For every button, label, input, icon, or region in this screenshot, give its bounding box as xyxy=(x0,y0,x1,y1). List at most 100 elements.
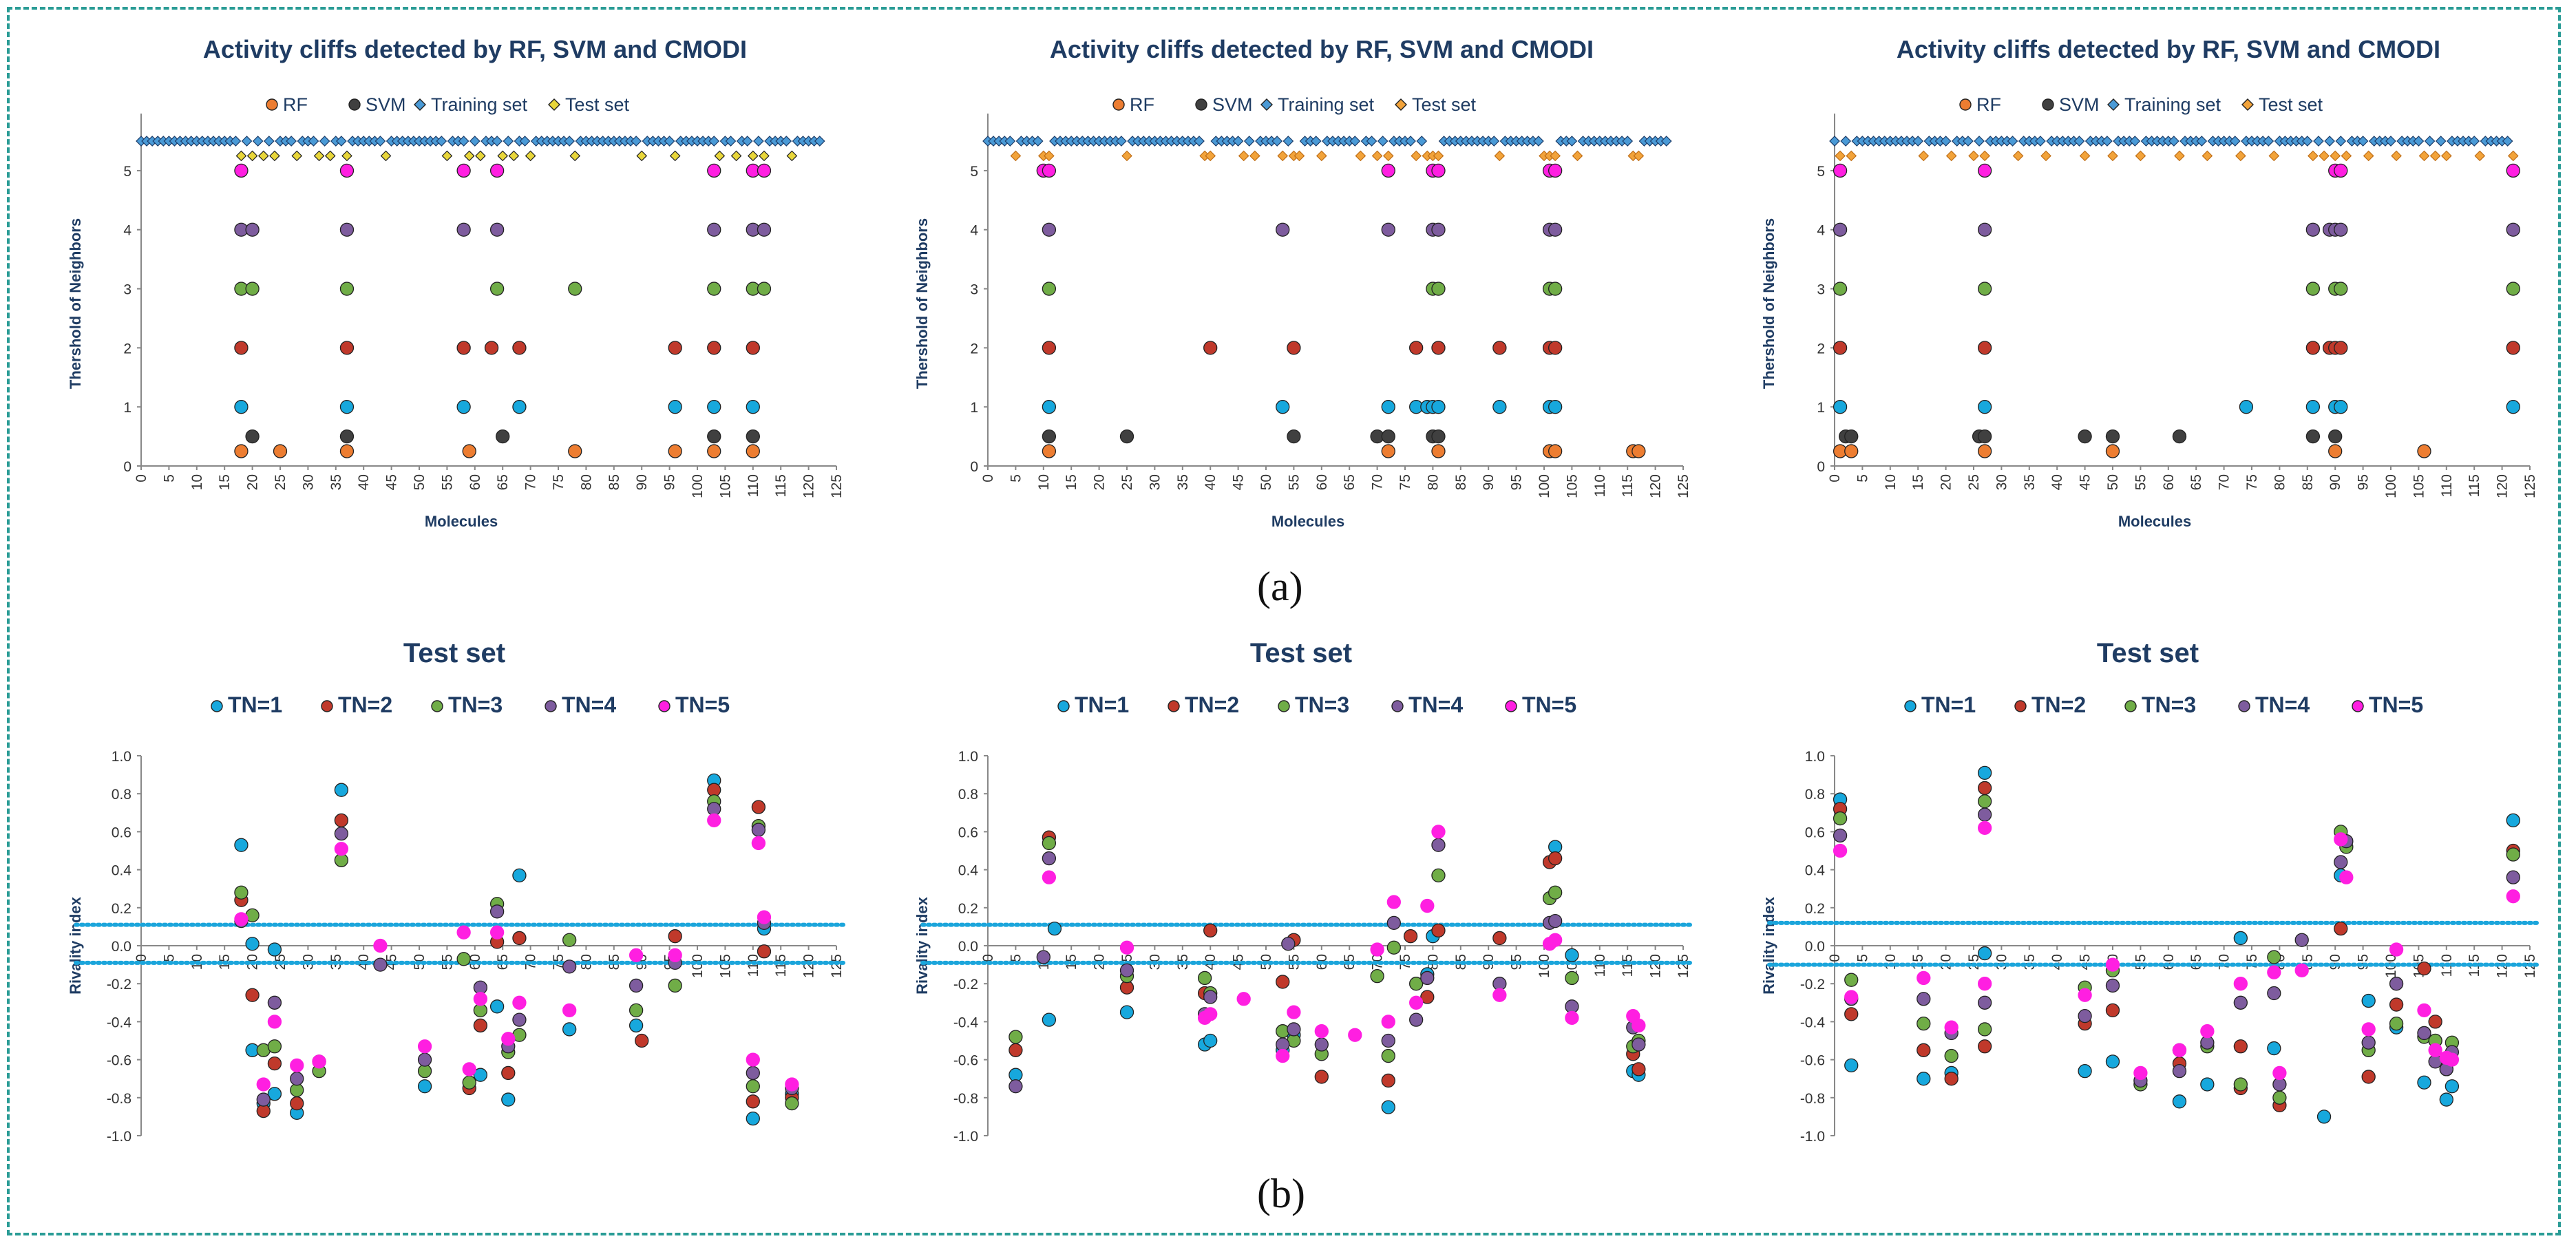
training-set-point xyxy=(2168,136,2179,147)
point-rf xyxy=(1844,444,1859,458)
point-tn-4 xyxy=(1042,222,1057,237)
point-tn-1 xyxy=(417,1079,432,1094)
legend-marker-tn-4 xyxy=(1391,700,1404,712)
point-tn-3 xyxy=(1833,811,1848,826)
y-tick-label: 0 xyxy=(123,459,131,475)
point-tn-1 xyxy=(501,1092,516,1107)
point-svm xyxy=(1381,429,1395,444)
point-tn-5 xyxy=(489,925,505,940)
x-tick-label: 115 xyxy=(773,954,789,977)
y-tick-label: 3 xyxy=(123,282,131,298)
x-tick-label: 95 xyxy=(2356,954,2372,970)
point-tn-4 xyxy=(1409,1012,1424,1027)
y-tick-label: 5 xyxy=(970,164,978,180)
y-axis-label: Thershold of Neighbors xyxy=(1760,218,1777,389)
point-tn-5 xyxy=(1833,843,1848,858)
point-tn-5 xyxy=(1548,163,1563,178)
y-axis-label: Rivality index xyxy=(1760,896,1777,995)
training-set-point xyxy=(781,136,792,147)
point-tn-1 xyxy=(2439,1092,2453,1107)
point-tn-4 xyxy=(1978,807,1992,822)
point-tn-3 xyxy=(234,885,249,900)
x-tick-label: 120 xyxy=(1648,954,1664,978)
test-set-point xyxy=(1294,150,1305,162)
point-tn-1 xyxy=(1203,1033,1218,1048)
chart-title: Activity cliffs detected by RF, SVM and … xyxy=(203,35,747,63)
training-set-point xyxy=(1032,136,1044,147)
training-set-point xyxy=(2263,136,2274,147)
point-svm xyxy=(2105,429,2120,444)
legend-marker-tn-1 xyxy=(1057,700,1070,712)
training-set-point xyxy=(2502,136,2513,147)
legend-marker-tn-4 xyxy=(545,700,557,712)
x-tick-label: 30 xyxy=(1994,474,2009,490)
point-tn-4 xyxy=(256,1092,271,1107)
x-tick-label: 60 xyxy=(467,474,483,490)
point-tn-5 xyxy=(707,813,721,827)
point-tn-2 xyxy=(1978,1039,1992,1054)
point-tn-5 xyxy=(1917,970,1931,986)
point-tn-1 xyxy=(2506,813,2520,827)
y-tick-label: -0.6 xyxy=(1800,1053,1825,1069)
point-tn-1 xyxy=(746,1112,760,1126)
point-rf xyxy=(339,444,355,458)
point-tn-2 xyxy=(512,341,527,355)
point-tn-4 xyxy=(2105,978,2120,993)
legend-label-training-set: Training set xyxy=(2124,94,2221,115)
point-tn-2 xyxy=(1844,1007,1859,1021)
chart-b-right: Test set TN=1 TN=2 TN=3 TN=4 TN=5 -1.0 -0.8 -0.6… xyxy=(1760,638,2539,1145)
point-tn-5 xyxy=(267,1015,282,1029)
point-tn-1 xyxy=(1381,400,1395,414)
legend-marker-test-set xyxy=(548,98,560,111)
point-rf xyxy=(234,444,249,458)
point-tn-3 xyxy=(489,282,505,296)
legend-item-svm: SVM xyxy=(1195,94,1253,115)
training-set-point xyxy=(1940,136,1952,147)
legend-item-tn-5: TN=5 xyxy=(1505,692,1576,717)
y-tick-label: -0.6 xyxy=(107,1053,131,1069)
point-tn-5 xyxy=(2506,889,2520,904)
point-tn-3 xyxy=(1042,836,1057,851)
legend-marker-svm xyxy=(1195,98,1207,111)
y-tick-label: -0.2 xyxy=(1800,977,1825,993)
point-tn-5 xyxy=(2267,965,2281,979)
legend-item-tn-4: TN=4 xyxy=(545,692,616,717)
chart-title: Activity cliffs detected by RF, SVM and … xyxy=(1897,35,2440,63)
x-tick-label: 90 xyxy=(2327,474,2343,490)
test-set-point xyxy=(569,150,581,162)
point-tn-4 xyxy=(489,904,505,919)
point-tn-5 xyxy=(2133,1065,2148,1081)
test-set-point xyxy=(1633,150,1645,162)
point-tn-4 xyxy=(512,1012,527,1027)
point-tn-5 xyxy=(1978,977,1992,991)
legend-item-tn-3: TN=3 xyxy=(2124,692,2196,717)
point-tn-4 xyxy=(1009,1079,1023,1094)
point-tn-4 xyxy=(2233,995,2248,1010)
y-tick-label: 4 xyxy=(1817,223,1825,239)
test-set-point xyxy=(380,150,392,162)
point-tn-3 xyxy=(1978,1022,1992,1037)
legend-item-test-set: Test set xyxy=(2241,94,2323,115)
x-tick-label: 80 xyxy=(2272,474,2288,490)
test-set-point xyxy=(1371,150,1383,162)
point-rf xyxy=(2105,444,2120,458)
y-tick-label: 0.4 xyxy=(958,863,979,879)
point-tn-2 xyxy=(746,1094,760,1109)
point-tn-1 xyxy=(234,838,249,852)
training-set-point xyxy=(664,136,675,147)
training-set-point xyxy=(2435,136,2447,147)
chart-title: Activity cliffs detected by RF, SVM and … xyxy=(1050,35,1594,63)
point-tn-3 xyxy=(267,1039,282,1054)
test-set-point xyxy=(1010,150,1022,162)
x-axis-label: Molecules xyxy=(1271,513,1344,530)
point-tn-2 xyxy=(2389,997,2404,1012)
point-tn-4 xyxy=(1119,963,1134,978)
y-tick-label: 0.8 xyxy=(1805,787,1825,803)
point-tn-5 xyxy=(785,1077,799,1092)
legend-item-tn-5: TN=5 xyxy=(658,692,730,717)
test-set-point xyxy=(2135,150,2146,162)
x-tick-label: 125 xyxy=(829,474,845,498)
point-svm xyxy=(2172,429,2187,444)
point-tn-3 xyxy=(339,282,355,296)
x-tick-label: 40 xyxy=(2049,954,2065,970)
